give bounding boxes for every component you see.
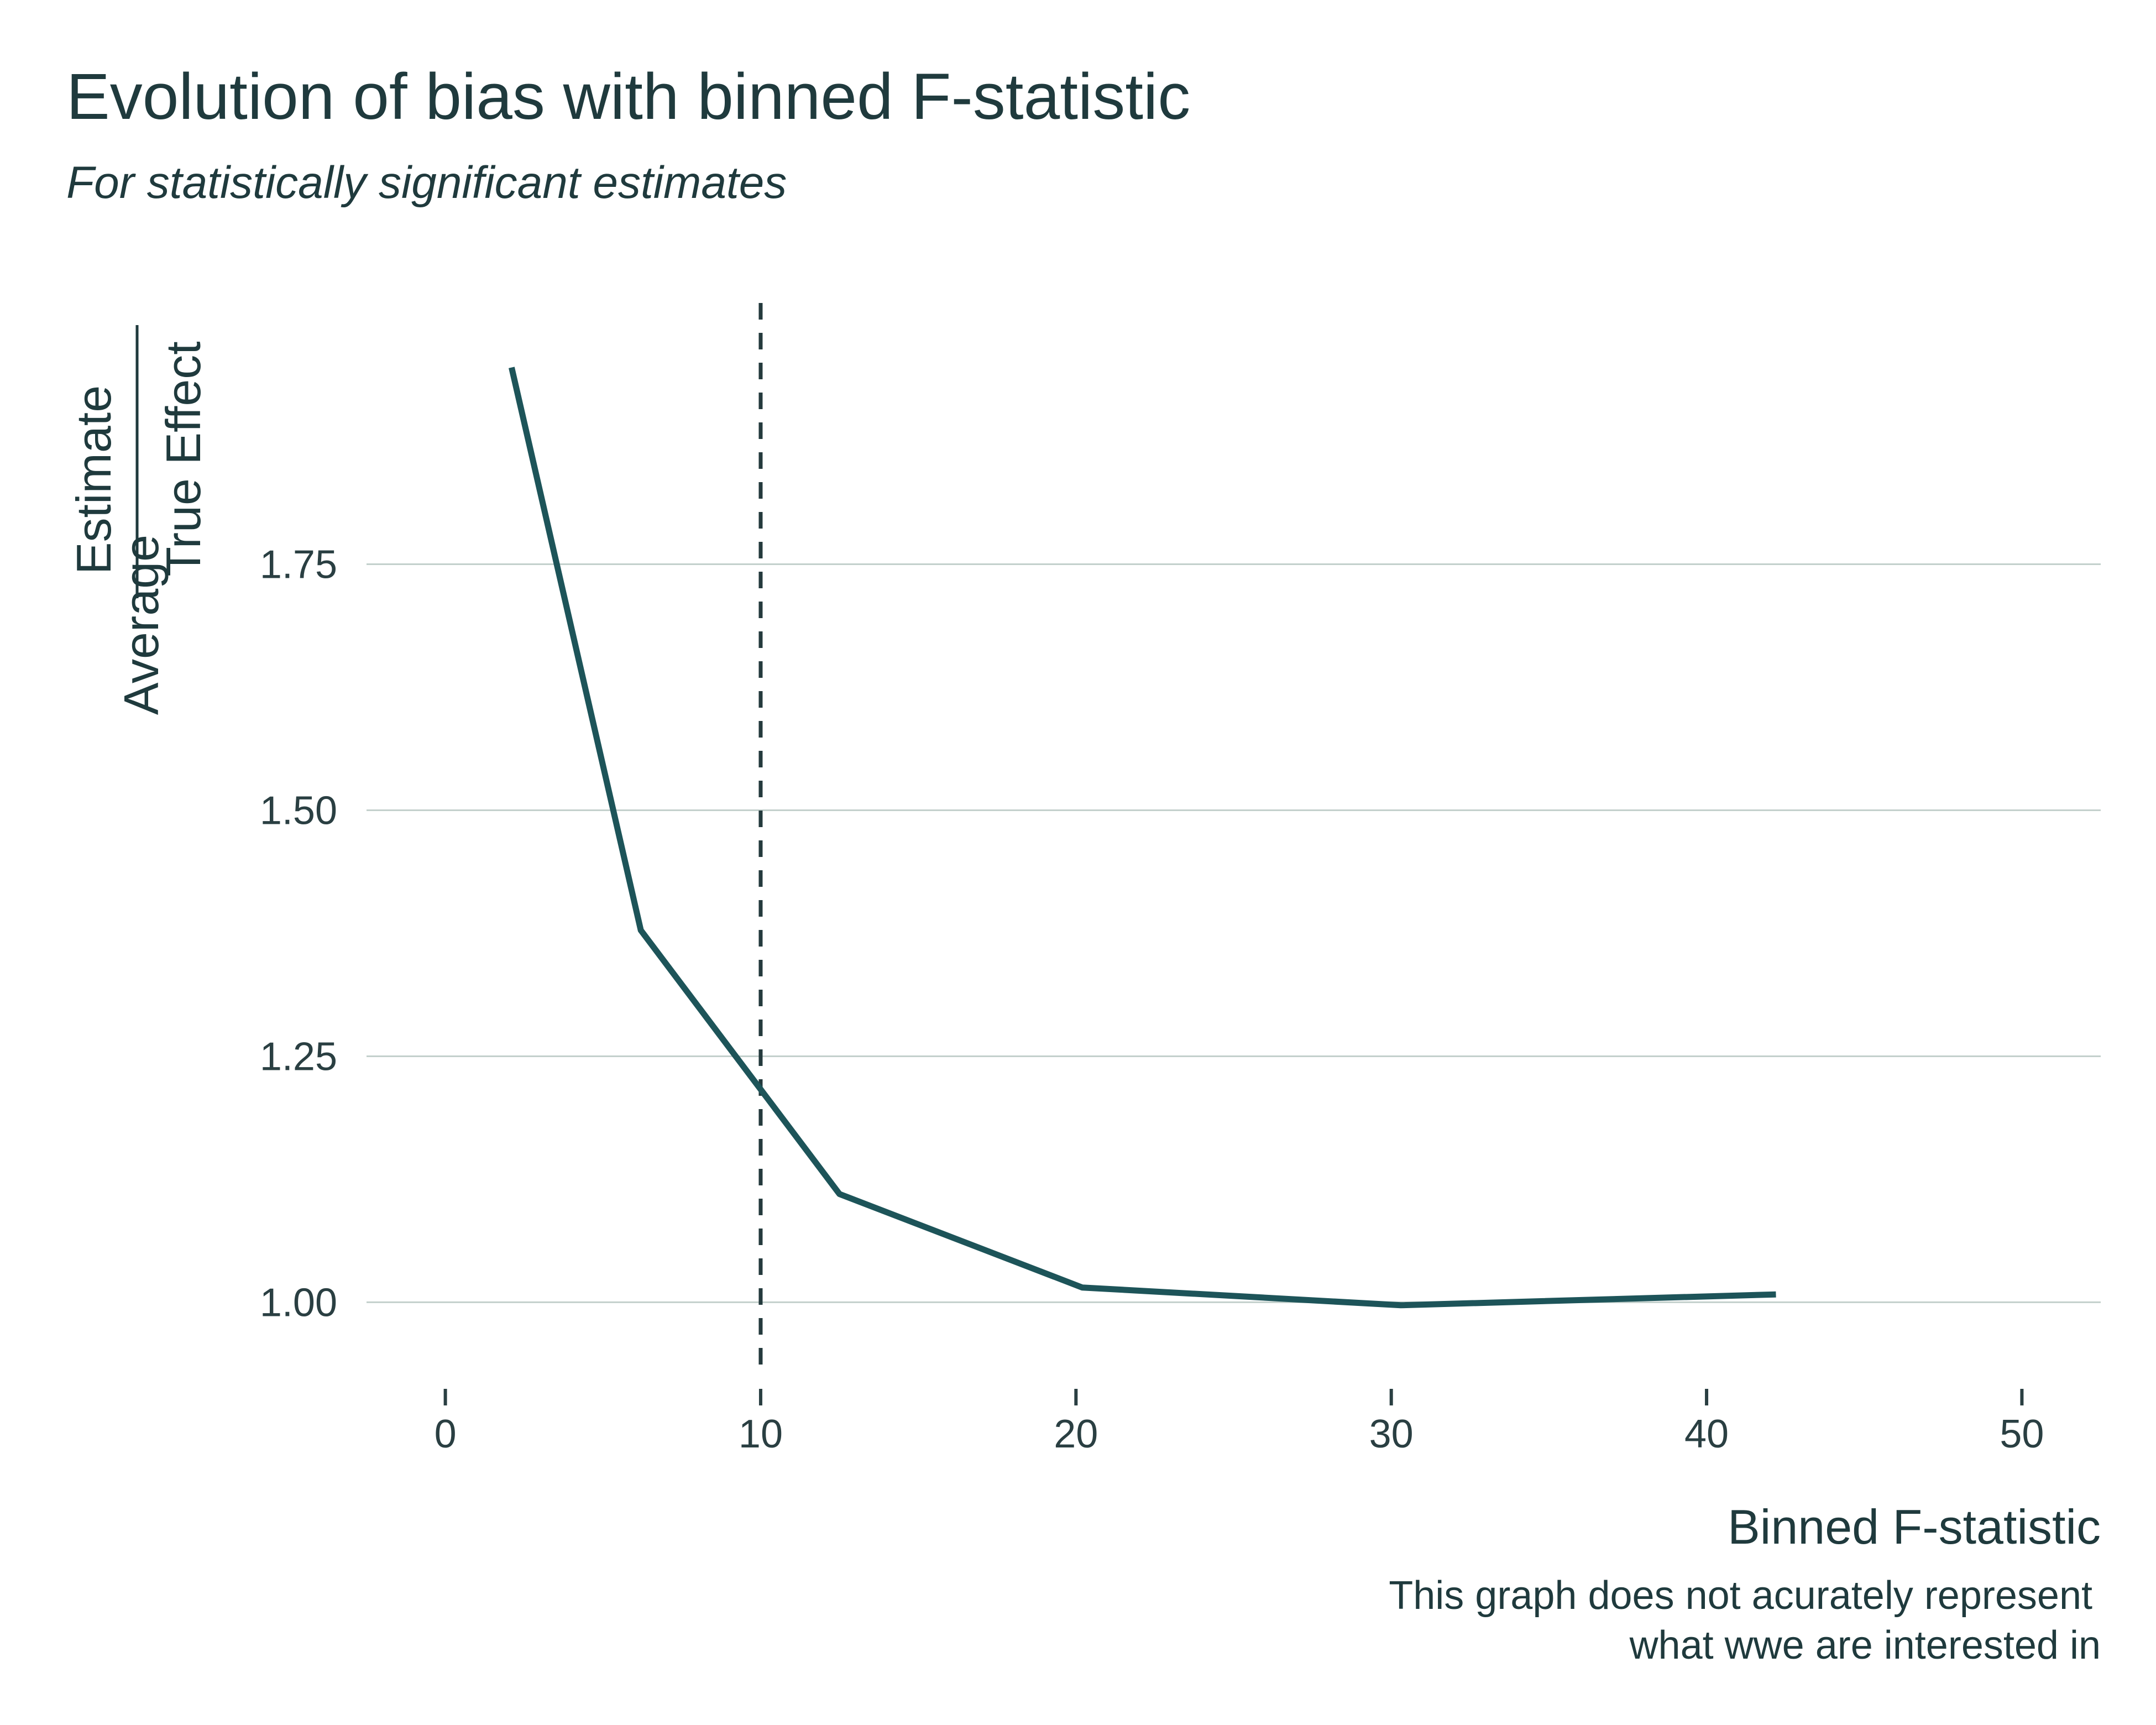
- y-axis-title-denominator: True Effect: [156, 341, 211, 577]
- caption-line-1: This graph does not acurately represent: [1389, 1574, 2092, 1618]
- gridlines: [367, 563, 2101, 1303]
- x-axis-ticks: 0 10 20 30 40 50: [435, 1389, 2044, 1456]
- y-tick-label: 1.75: [260, 543, 337, 587]
- y-axis-title: Average Estimate True Effect: [66, 325, 211, 715]
- y-axis-title-prefix: Average: [114, 535, 169, 715]
- x-tick-label: 30: [1369, 1412, 1414, 1456]
- chart-subtitle: For statistically significant estimates: [66, 158, 787, 208]
- chart-title: Evolution of bias with binned F-statisti…: [66, 60, 1190, 133]
- caption-line-2: what wwe are interested in: [1629, 1623, 2101, 1668]
- x-tick-label: 20: [1054, 1412, 1098, 1456]
- series-line: [509, 367, 1776, 1309]
- y-tick-label: 1.25: [260, 1034, 337, 1079]
- x-tick-label: 0: [435, 1412, 457, 1456]
- y-tick-label: 1.50: [260, 789, 337, 833]
- y-tick-label: 1.00: [260, 1280, 337, 1325]
- x-axis-title: Binned F-statistic: [1728, 1499, 2101, 1554]
- series-layer: [509, 367, 1776, 1309]
- y-axis-title-numerator: Estimate: [66, 385, 121, 574]
- x-tick-label: 40: [1684, 1412, 1729, 1456]
- x-tick-label: 10: [739, 1412, 783, 1456]
- x-tick-label: 50: [2000, 1412, 2044, 1456]
- y-axis-ticks: 1.00 1.25 1.50 1.75: [260, 543, 337, 1325]
